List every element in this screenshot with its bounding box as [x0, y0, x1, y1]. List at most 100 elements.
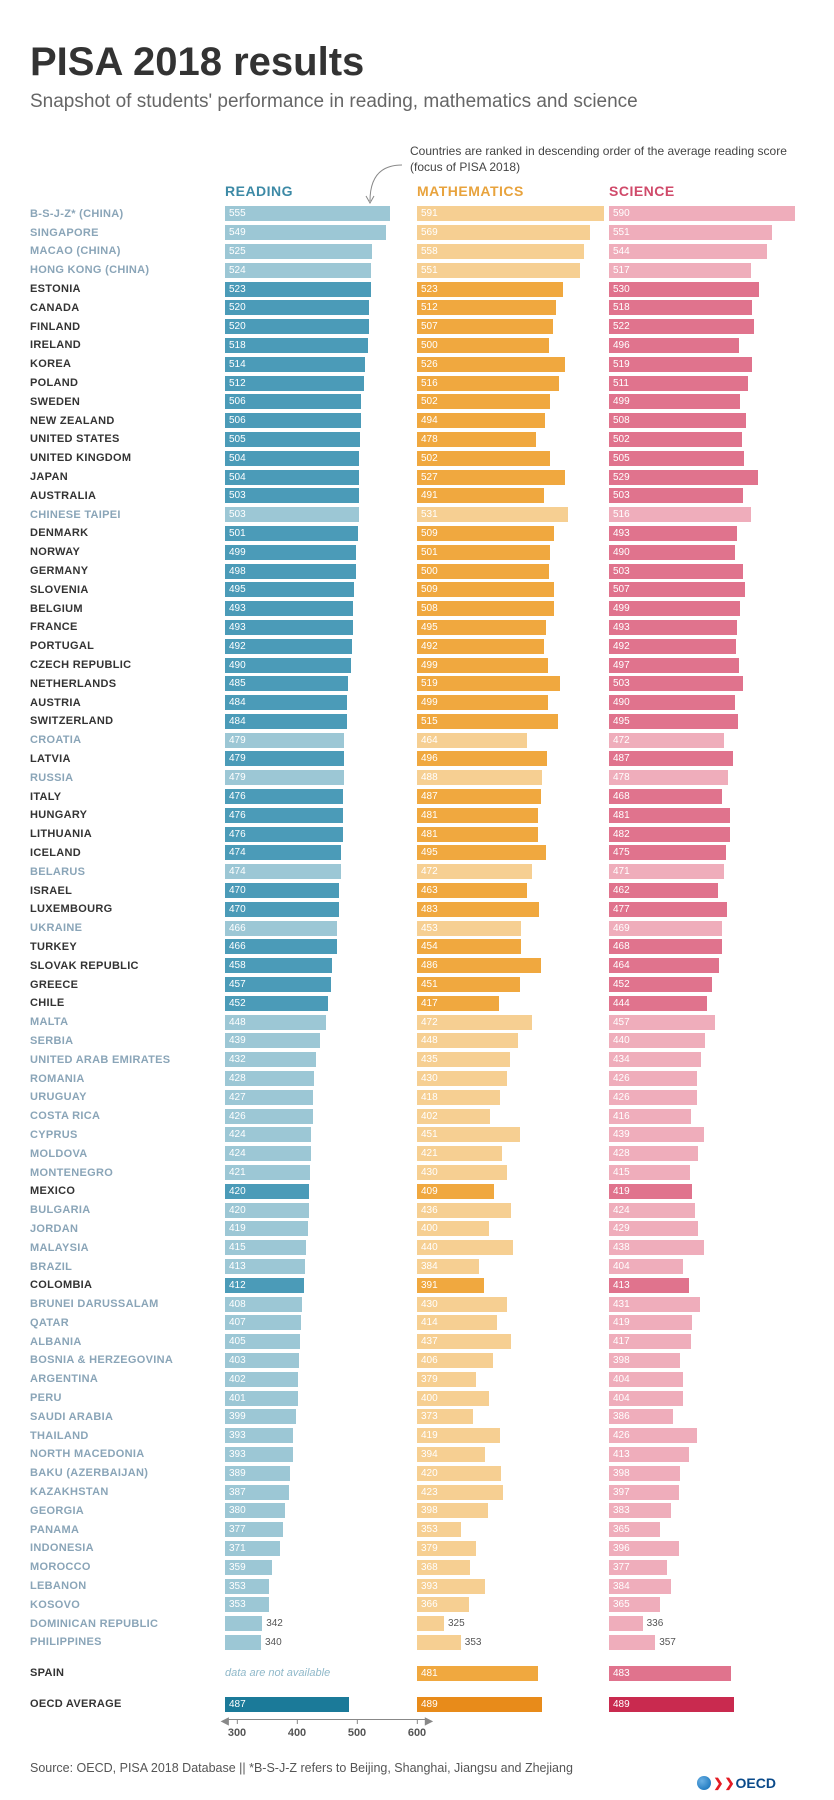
spain-row: SPAINdata are not available481483	[30, 1665, 804, 1682]
country-label: SLOVENIA	[30, 584, 225, 596]
bar-cell: 325	[417, 1616, 609, 1631]
country-label: MALTA	[30, 1016, 225, 1028]
bar-cell: 463	[417, 883, 609, 898]
bar-cell: 464	[417, 733, 609, 748]
axis-tick: 300	[228, 1727, 246, 1739]
country-label: HONG KONG (CHINA)	[30, 264, 225, 276]
arrow-icon	[340, 153, 410, 211]
bar-cell: 472	[609, 733, 801, 748]
bar-cell: 500	[417, 338, 609, 353]
bar-cell: 424	[225, 1146, 417, 1161]
country-label: POLAND	[30, 377, 225, 389]
bar-cell: 420	[225, 1203, 417, 1218]
table-row: B-S-J-Z* (CHINA)555591590	[30, 205, 804, 222]
bar-cell: 466	[225, 939, 417, 954]
country-label: UNITED STATES	[30, 433, 225, 445]
bar-cell: 496	[417, 751, 609, 766]
bar-cell: 424	[609, 1203, 801, 1218]
country-label: RUSSIA	[30, 772, 225, 784]
country-label: ITALY	[30, 791, 225, 803]
country-label: MEXICO	[30, 1185, 225, 1197]
bar-cell: 495	[417, 620, 609, 635]
bar-cell: 530	[609, 282, 801, 297]
bar-cell: 591	[417, 206, 609, 221]
bar-cell: 437	[417, 1334, 609, 1349]
bar-cell: 512	[225, 376, 417, 391]
bar-cell: 373	[417, 1409, 609, 1424]
country-label: BRUNEI DARUSSALAM	[30, 1298, 225, 1310]
table-row: DENMARK501509493	[30, 525, 804, 542]
bar-cell: 481	[417, 1666, 609, 1681]
table-row: ARGENTINA402379404	[30, 1371, 804, 1388]
bar-cell: 478	[417, 432, 609, 447]
country-label: MALAYSIA	[30, 1242, 225, 1254]
bar-cell: 499	[225, 545, 417, 560]
bar-cell: 486	[417, 958, 609, 973]
table-row: KOSOVO353366365	[30, 1596, 804, 1613]
bar-cell: 505	[225, 432, 417, 447]
country-label: BOSNIA & HERZEGOVINA	[30, 1354, 225, 1366]
bar-cell: 520	[225, 319, 417, 334]
header-math: MATHEMATICS	[417, 183, 609, 199]
bar-cell: 387	[225, 1485, 417, 1500]
country-label: DOMINICAN REPUBLIC	[30, 1618, 225, 1630]
bar-cell: 359	[225, 1560, 417, 1575]
table-row: BULGARIA420436424	[30, 1202, 804, 1219]
bar-cell: 509	[417, 582, 609, 597]
table-row: QATAR407414419	[30, 1314, 804, 1331]
bar-cell: 518	[225, 338, 417, 353]
bar-cell: 503	[225, 507, 417, 522]
bar-cell: 492	[417, 639, 609, 654]
bar-cell: 527	[417, 470, 609, 485]
bar-cell: 448	[225, 1015, 417, 1030]
bar-cell: 391	[417, 1278, 609, 1293]
bar-cell: 516	[609, 507, 801, 522]
bar-cell: 397	[609, 1485, 801, 1500]
country-label: LEBANON	[30, 1580, 225, 1592]
table-row: CZECH REPUBLIC490499497	[30, 657, 804, 674]
country-label: INDONESIA	[30, 1542, 225, 1554]
country-label: IRELAND	[30, 339, 225, 351]
table-row: NETHERLANDS485519503	[30, 675, 804, 692]
country-label: SERBIA	[30, 1035, 225, 1047]
table-row: ALBANIA405437417	[30, 1333, 804, 1350]
bar-cell: 458	[225, 958, 417, 973]
bar-cell: 508	[417, 601, 609, 616]
bar-cell: 403	[225, 1353, 417, 1368]
bar-cell: 336	[609, 1616, 801, 1631]
country-label: SINGAPORE	[30, 227, 225, 239]
country-label: CYPRUS	[30, 1129, 225, 1141]
country-label: UNITED ARAB EMIRATES	[30, 1054, 225, 1066]
na-text: data are not available	[225, 1667, 330, 1679]
bar-cell: 494	[417, 413, 609, 428]
bar-cell: 522	[609, 319, 801, 334]
table-row: OECD AVERAGE487489489	[30, 1696, 804, 1713]
bar-cell: 416	[609, 1109, 801, 1124]
bar-cell: 371	[225, 1541, 417, 1556]
bar-cell: 407	[225, 1315, 417, 1330]
bar-cell: 517	[609, 263, 801, 278]
bar-cell: 451	[417, 1127, 609, 1142]
country-label: CZECH REPUBLIC	[30, 659, 225, 671]
bar-cell: 508	[609, 413, 801, 428]
bar-cell: 474	[225, 864, 417, 879]
bar-cell: 420	[417, 1466, 609, 1481]
bar-cell: 415	[225, 1240, 417, 1255]
bar-cell: 501	[417, 545, 609, 560]
table-row: SLOVENIA495509507	[30, 581, 804, 598]
table-row: SERBIA439448440	[30, 1032, 804, 1049]
bar-cell: 418	[417, 1090, 609, 1105]
country-label: TURKEY	[30, 941, 225, 953]
bar-cell: 544	[609, 244, 801, 259]
table-row: TURKEY466454468	[30, 938, 804, 955]
bar-cell: 424	[225, 1127, 417, 1142]
bar-cell: 404	[609, 1372, 801, 1387]
bar-cell: 420	[225, 1184, 417, 1199]
table-row: SLOVAK REPUBLIC458486464	[30, 957, 804, 974]
bar-cell: 409	[417, 1184, 609, 1199]
bar-cell: 485	[225, 676, 417, 691]
country-label: BULGARIA	[30, 1204, 225, 1216]
bar-cell: 419	[225, 1221, 417, 1236]
bar-cell: 524	[225, 263, 417, 278]
table-row: MALTA448472457	[30, 1014, 804, 1031]
